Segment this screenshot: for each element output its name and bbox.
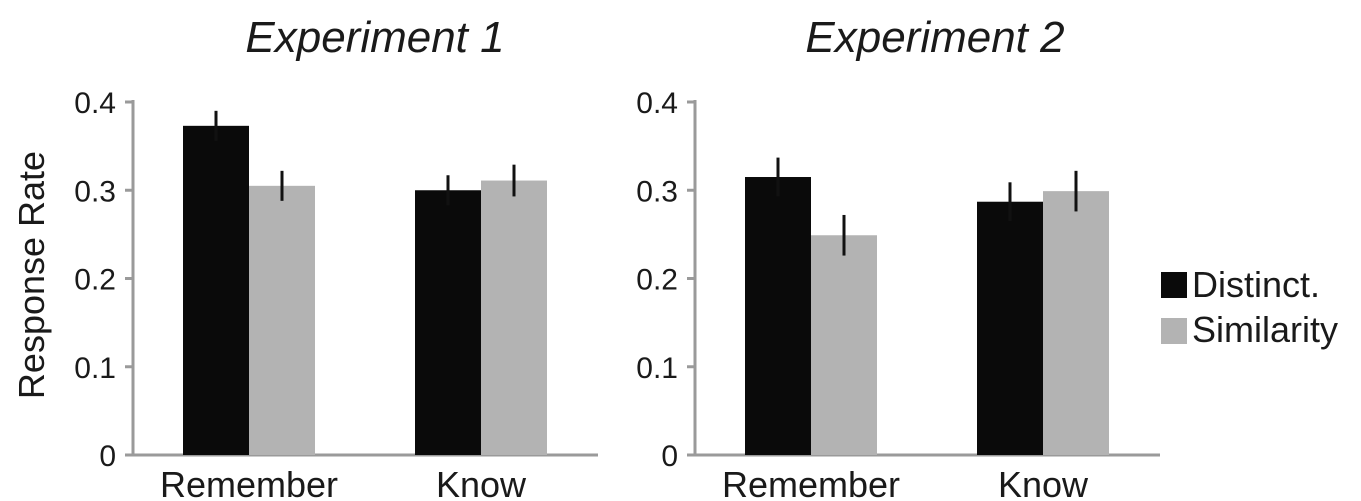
category-label-know: Know (998, 464, 1089, 501)
bar-know-similarity (1043, 191, 1109, 455)
legend-label-distinct: Distinct. (1192, 264, 1320, 305)
bar-remember-distinct (183, 125, 249, 455)
y-tick-label: 0 (99, 440, 116, 473)
chart-experiment-1: Experiment 1 0 0.1 0.2 0.3 0.4 Remember Know (74, 13, 598, 501)
legend-swatch-distinct (1161, 272, 1187, 298)
y-tick-label: 0.3 (74, 175, 116, 208)
chart-experiment-2: Experiment 2 0 0.1 0.2 0.3 0.4 Remember Know (636, 13, 1160, 501)
y-tick-label: 0.1 (636, 352, 678, 385)
chart-title: Experiment 1 (245, 13, 504, 62)
y-tick-label: 0.4 (636, 87, 678, 120)
bar-remember-similarity (249, 185, 315, 455)
category-label-know: Know (436, 464, 527, 501)
chart-title: Experiment 2 (805, 13, 1064, 62)
y-tick-label: 0.2 (636, 264, 678, 297)
y-tick-label: 0.1 (74, 352, 116, 385)
legend-swatch-similarity (1161, 318, 1187, 344)
category-label-remember: Remember (160, 464, 338, 501)
bar-know-similarity (481, 180, 547, 456)
y-tick-label: 0.2 (74, 264, 116, 297)
bar-remember-distinct (745, 177, 811, 455)
bar-know-distinct (977, 201, 1043, 455)
bar-know-distinct (415, 190, 481, 455)
y-tick-label: 0 (661, 440, 678, 473)
y-tick-label: 0.3 (636, 175, 678, 208)
bar-remember-similarity (811, 235, 877, 455)
legend: Distinct. Similarity (1161, 264, 1338, 350)
y-tick-label: 0.4 (74, 87, 116, 120)
legend-label-similarity: Similarity (1192, 309, 1338, 350)
y-axis-label: Response Rate (11, 151, 52, 399)
category-label-remember: Remember (722, 464, 900, 501)
